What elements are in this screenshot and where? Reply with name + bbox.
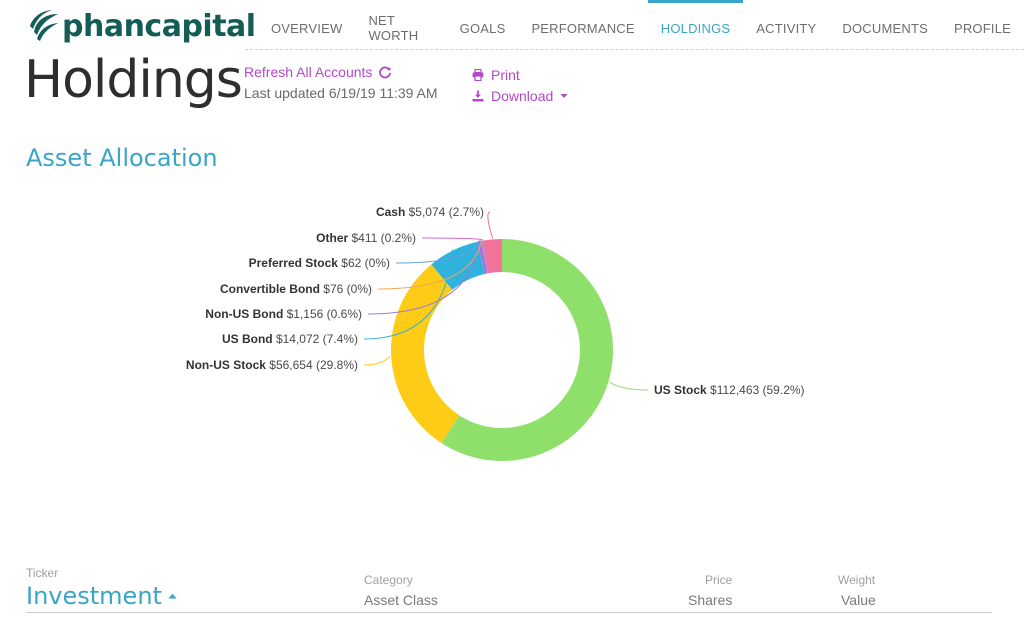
nav-performance[interactable]: PERFORMANCE (531, 20, 635, 36)
download-icon (472, 90, 484, 101)
nav-net-worth[interactable]: NET WORTH (368, 13, 419, 43)
investment-header-label: Investment (26, 582, 162, 610)
caret-down-icon (560, 93, 568, 98)
download-dropdown[interactable]: Download (472, 85, 568, 106)
data-label-convertible-bond: Convertible Bond $76 (0%) (220, 282, 372, 296)
price-header: Price (705, 573, 733, 587)
page-title: Holdings (24, 50, 243, 110)
donut-slice-other[interactable] (481, 240, 489, 274)
donut-slice-cash[interactable] (483, 239, 502, 274)
print-link[interactable]: Print (472, 64, 568, 85)
asset-allocation-donut-chart: US Stock $112,463 (59.2%) Non-US Stock $5… (186, 205, 805, 461)
leader-line-us-stock (609, 381, 649, 391)
ticker-header: Ticker (26, 566, 59, 580)
weight-header: Weight (838, 573, 876, 587)
donut-slice-us-bond[interactable] (431, 241, 485, 290)
sort-ascending-icon (168, 593, 177, 599)
data-label-us-bond: US Bond $14,072 (7.4%) (222, 332, 358, 346)
category-header: Category (364, 573, 413, 587)
data-label-us-stock: US Stock $112,463 (59.2%) (654, 383, 805, 397)
print-label: Print (491, 66, 520, 83)
header-divider (245, 49, 1024, 50)
last-updated-text: Last updated 6/19/19 11:39 AM (244, 85, 438, 101)
leader-line-other (421, 237, 483, 241)
data-label-preferred-stock: Preferred Stock $62 (0%) (249, 256, 390, 270)
donut-slice-non-us-bond[interactable] (477, 240, 488, 274)
download-label: Download (491, 87, 554, 104)
brand-name: phancapital (62, 8, 256, 44)
nav-holdings[interactable]: HOLDINGS (647, 0, 744, 56)
export-links: Print Download (472, 64, 568, 106)
shares-header[interactable]: Shares (688, 592, 733, 608)
refresh-accounts-link[interactable]: Refresh All Accounts (244, 64, 438, 80)
investment-sort-header[interactable]: Investment (26, 582, 177, 610)
refresh-area: Refresh All Accounts Last updated 6/19/1… (244, 64, 438, 101)
leader-line-us-bond (363, 249, 454, 340)
value-header[interactable]: Value (841, 592, 876, 608)
leader-line-cash (487, 211, 494, 239)
print-icon (472, 68, 484, 81)
table-header-divider (26, 612, 992, 613)
nav-goals[interactable]: GOALS (459, 20, 506, 36)
donut-slice-preferred-stock[interactable] (481, 240, 488, 274)
main-nav: OVERVIEW NET WORTH GOALS PERFORMANCE HOL… (258, 0, 1024, 56)
data-label-non-us-bond: Non-US Bond $1,156 (0.6%) (205, 307, 362, 321)
data-label-cash: Cash $5,074 (2.7%) (376, 205, 484, 219)
nav-overview[interactable]: OVERVIEW (271, 20, 343, 36)
leader-line-preferred-stock (395, 239, 483, 264)
asset-class-header[interactable]: Asset Class (364, 592, 438, 608)
donut-slice-non-us-stock[interactable] (390, 264, 460, 443)
leader-line-non-us-stock (363, 355, 391, 366)
leaf-logo-icon (30, 10, 58, 41)
asset-allocation-title: Asset Allocation (26, 144, 218, 172)
donut-slice-us-stock[interactable] (441, 239, 613, 461)
nav-documents[interactable]: DOCUMENTS (842, 20, 928, 36)
refresh-icon (379, 66, 392, 79)
nav-activity[interactable]: ACTIVITY (756, 20, 817, 36)
brand-logo[interactable]: phancapital (28, 8, 256, 44)
refresh-label: Refresh All Accounts (244, 64, 373, 80)
holdings-table-header: Ticker Category Asset Class Price Shares… (0, 560, 1024, 617)
donut-slice-convertible-bond[interactable] (481, 240, 488, 274)
nav-profile[interactable]: PROFILE (953, 20, 1011, 36)
data-label-other: Other $411 (0.2%) (316, 231, 416, 245)
top-navigation-bar: phancapital OVERVIEW NET WORTH GOALS PER… (0, 0, 1024, 56)
leader-line-convertible-bond (377, 239, 482, 290)
data-label-non-us-stock: Non-US Stock $56,654 (29.8%) (186, 358, 358, 372)
